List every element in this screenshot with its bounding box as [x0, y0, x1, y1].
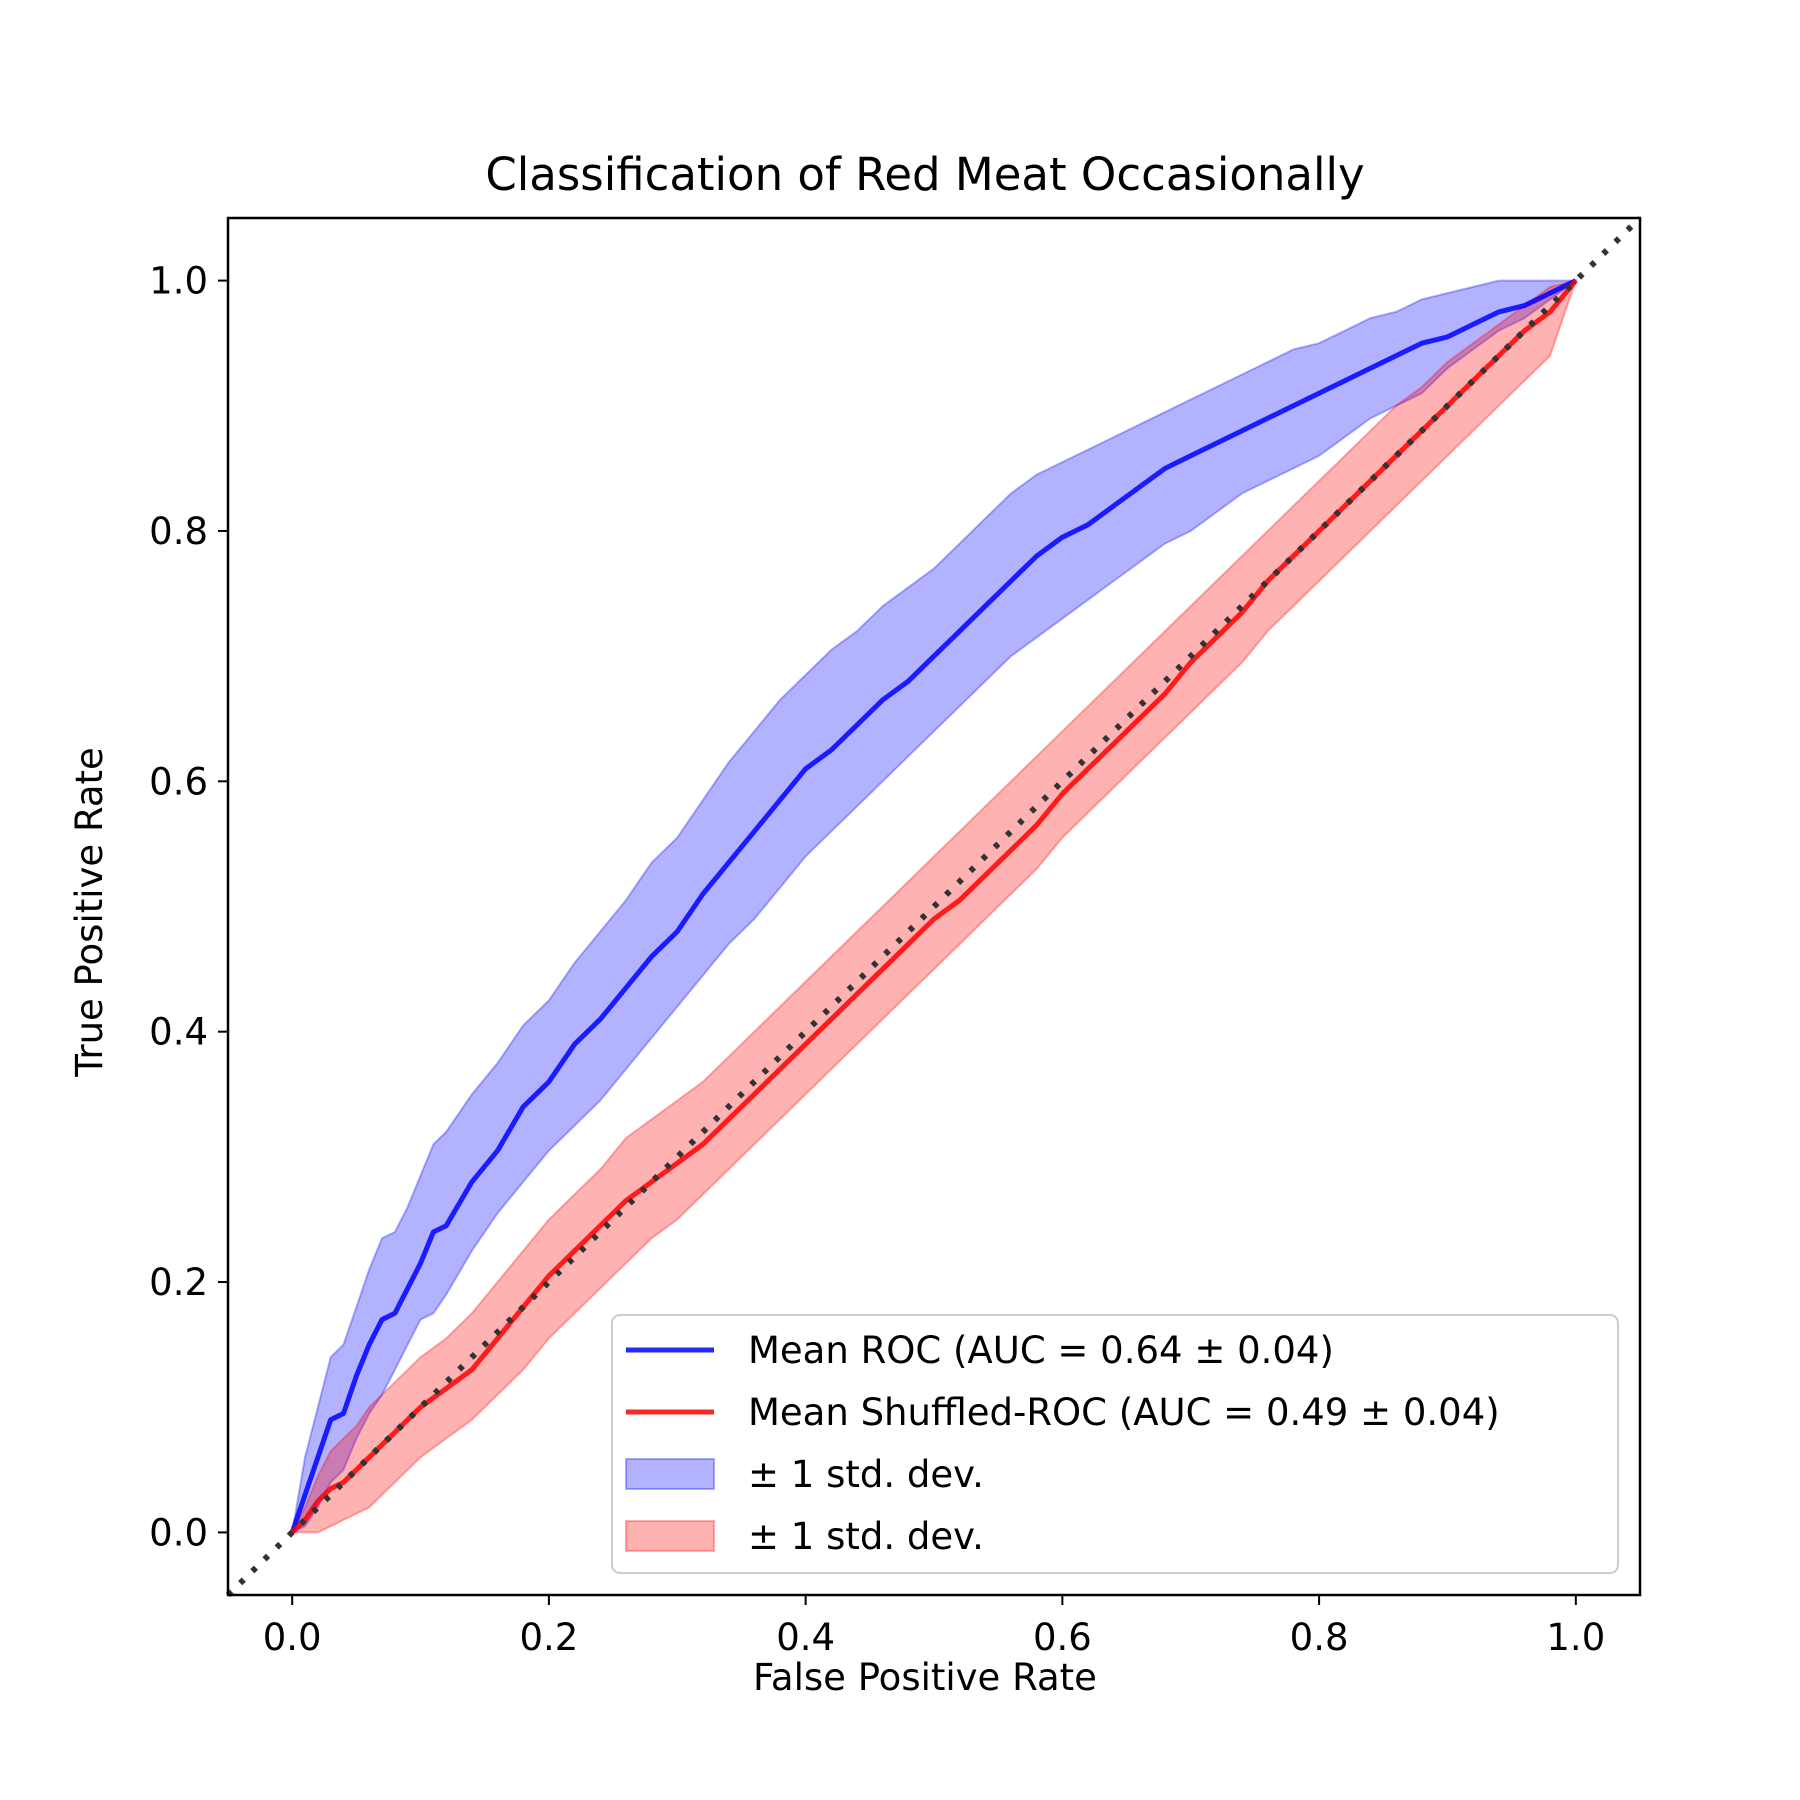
y-tick-label: 0.8: [149, 510, 208, 553]
legend-patch-swatch: [625, 1520, 715, 1552]
legend-label: ± 1 std. dev.: [748, 1515, 984, 1558]
roc-lines: [289, 278, 1578, 1535]
chance-diagonal-line: [225, 215, 1643, 1598]
legend-label: Mean Shuffled-ROC (AUC = 0.49 ± 0.04): [748, 1391, 1500, 1434]
y-tick-label: 1.0: [149, 260, 208, 303]
legend-label: Mean ROC (AUC = 0.64 ± 0.04): [748, 1329, 1334, 1372]
shuffled-roc-mean-line: [290, 279, 1578, 1535]
chart-title: Classification of Red Meat Occasionally: [485, 148, 1364, 201]
x-tick-label: 0.6: [1033, 1616, 1092, 1659]
x-axis-label: False Positive Rate: [753, 1656, 1097, 1699]
y-tick-label: 0.6: [149, 760, 208, 803]
legend-label: ± 1 std. dev.: [748, 1453, 984, 1496]
legend: Mean ROC (AUC = 0.64 ± 0.04) Mean Shuffle…: [611, 1314, 1619, 1574]
legend-box: [611, 1314, 1619, 1574]
y-axis-ticks: 0.0 0.2 0.4 0.6 0.8 1.0: [149, 260, 228, 1554]
y-tick-label: 0.2: [149, 1261, 208, 1304]
x-tick-label: 0.8: [1290, 1616, 1349, 1659]
roc-mean-line: [289, 278, 1577, 1534]
x-tick-label: 0.4: [776, 1616, 835, 1659]
y-tick-label: 0.0: [149, 1511, 208, 1554]
x-axis-ticks: 0.0 0.2 0.4 0.6 0.8 1.0: [263, 1595, 1605, 1659]
plot-frame: [226, 216, 1642, 1597]
x-tick-label: 0.2: [519, 1616, 578, 1659]
legend-patch-swatch: [625, 1458, 715, 1490]
y-tick-label: 0.4: [149, 1011, 208, 1054]
x-tick-label: 0.0: [263, 1616, 322, 1659]
chance-diagonal: [225, 215, 1643, 1598]
x-tick-label: 1.0: [1546, 1616, 1605, 1659]
y-axis-label: True Positive Rate: [68, 747, 111, 1078]
